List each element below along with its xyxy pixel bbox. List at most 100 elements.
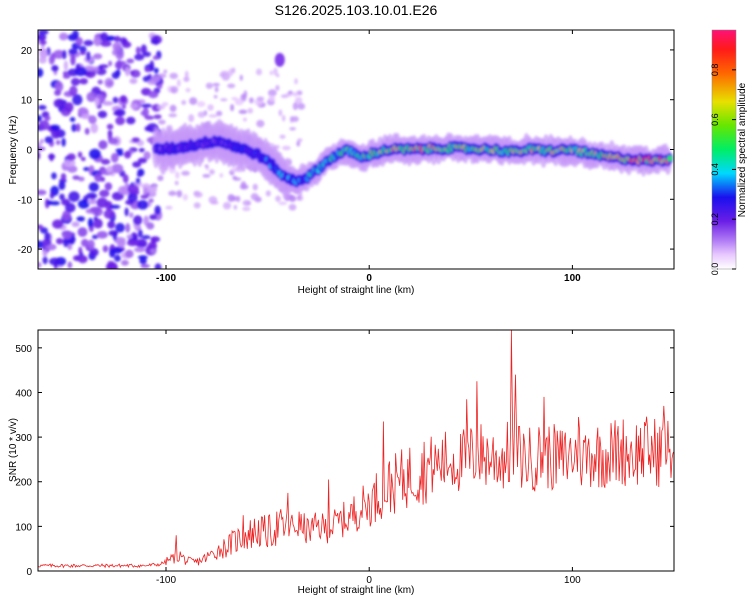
noise-blob <box>77 199 90 209</box>
noise-blob <box>94 66 100 73</box>
noise-blob <box>197 111 206 118</box>
noise-blob <box>91 234 99 240</box>
noise-blob <box>121 41 132 48</box>
x-tick-label: 0 <box>366 273 372 284</box>
noise-blob <box>108 60 113 67</box>
noise-blob <box>202 173 211 178</box>
noise-blob <box>242 199 252 206</box>
noise-blob <box>296 140 301 147</box>
noise-blob <box>274 52 285 67</box>
noise-blob <box>267 89 277 97</box>
noise-blob <box>42 256 48 265</box>
noise-blob <box>79 45 87 53</box>
snr-frame <box>37 329 675 572</box>
noise-blob <box>288 203 297 211</box>
noise-blob <box>106 123 114 130</box>
noise-blob <box>71 123 77 132</box>
noise-blob <box>228 68 234 77</box>
noise-blob <box>289 127 296 131</box>
noise-blob <box>53 98 65 108</box>
y-tick-label: 300 <box>15 433 32 444</box>
noise-blob <box>115 116 126 126</box>
noise-blob <box>49 257 61 266</box>
noise-blob <box>210 200 219 205</box>
noise-blob <box>67 153 76 161</box>
noise-blob <box>62 49 67 60</box>
noise-blob <box>100 176 106 182</box>
noise-blob <box>137 229 143 238</box>
noise-blob <box>70 77 80 86</box>
noise-blob <box>38 224 44 230</box>
noise-blob <box>83 40 94 47</box>
noise-blob <box>176 79 181 87</box>
noise-blob <box>127 192 138 203</box>
noise-blob <box>239 74 243 81</box>
noise-blob <box>135 238 148 249</box>
noise-blob <box>38 30 49 35</box>
noise-blob <box>291 91 299 97</box>
noise-blob <box>278 109 283 117</box>
noise-blob <box>110 152 119 163</box>
noise-blob <box>108 137 119 145</box>
noise-blob <box>135 177 141 184</box>
y-tick-label: -20 <box>18 245 33 256</box>
noise-blob <box>158 73 167 79</box>
noise-blob <box>135 46 141 55</box>
noise-blob <box>238 109 248 115</box>
colorbar-tick-label: 0.4 <box>710 163 720 176</box>
noise-blob <box>132 161 142 168</box>
noise-blob <box>72 94 83 106</box>
noise-blob <box>72 175 80 180</box>
noise-blob <box>288 90 293 95</box>
noise-blob <box>157 175 164 181</box>
snr-series <box>38 330 674 569</box>
snr-ylabel: SNR (10 * v/v) <box>8 418 19 482</box>
noise-blob <box>292 102 299 111</box>
noise-blob <box>97 79 103 85</box>
noise-blob <box>294 96 303 105</box>
noise-blob <box>58 181 66 191</box>
noise-blob <box>247 107 254 114</box>
x-tick-label: 100 <box>564 575 581 586</box>
noise-blob <box>111 163 124 174</box>
noise-blob <box>169 104 177 113</box>
noise-blob <box>275 84 280 91</box>
noise-blob <box>282 145 291 151</box>
noise-blob <box>97 110 108 119</box>
noise-blob <box>38 120 50 131</box>
noise-blob <box>185 87 191 93</box>
noise-blob <box>98 140 108 150</box>
noise-blob <box>93 35 102 47</box>
noise-blob <box>209 169 215 175</box>
noise-blob <box>181 170 190 176</box>
noise-blob <box>93 218 103 229</box>
noise-blob <box>150 236 157 245</box>
noise-blob <box>38 104 47 110</box>
noise-blob <box>100 40 112 47</box>
noise-blob <box>153 67 159 74</box>
noise-blob <box>219 72 226 77</box>
noise-blob <box>38 261 42 268</box>
x-tick-label: -100 <box>156 575 176 586</box>
noise-blob <box>44 232 51 242</box>
noise-blob <box>146 222 155 230</box>
noise-blob <box>233 204 237 210</box>
noise-blob <box>183 76 190 82</box>
y-tick-label: 100 <box>15 522 32 533</box>
noise-blob <box>111 263 118 269</box>
noise-blob <box>142 107 149 118</box>
noise-blob <box>161 101 169 107</box>
noise-blob <box>119 95 128 104</box>
noise-blob <box>93 216 98 221</box>
noise-blob <box>216 110 223 117</box>
noise-blob <box>220 98 228 102</box>
noise-blob <box>51 65 59 72</box>
noise-blob <box>168 113 177 118</box>
noise-blob <box>38 56 47 64</box>
noise-blob <box>78 246 83 255</box>
noise-blob <box>193 202 201 209</box>
noise-blob <box>104 182 113 191</box>
noise-blob <box>282 114 286 122</box>
noise-blob <box>207 104 214 111</box>
noise-blob <box>124 66 130 77</box>
